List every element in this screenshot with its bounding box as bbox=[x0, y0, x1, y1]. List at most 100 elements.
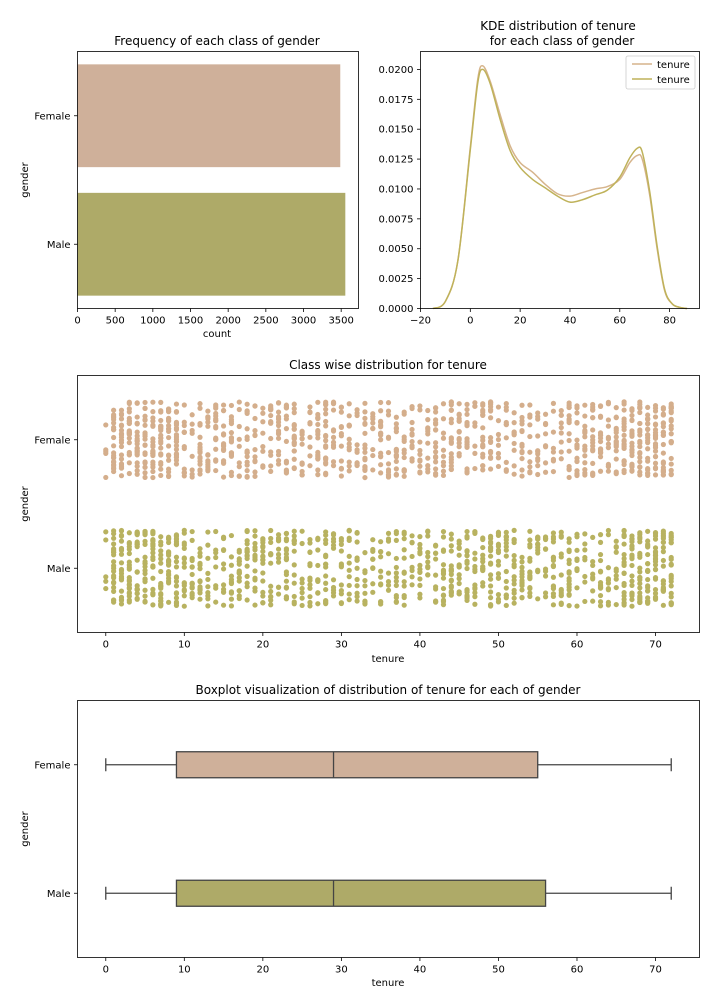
strip-point-male bbox=[503, 568, 509, 575]
strip-point-female bbox=[590, 415, 596, 421]
strip-point-male bbox=[111, 563, 117, 569]
strip-point-female bbox=[629, 406, 635, 412]
strip-point-female bbox=[205, 452, 211, 458]
strip-point-male bbox=[558, 533, 564, 539]
strip-point-female bbox=[660, 432, 666, 439]
strip-point-male bbox=[645, 561, 651, 567]
strip-point-female bbox=[275, 457, 282, 464]
strip-point-female bbox=[425, 466, 431, 472]
strip-point-male bbox=[260, 537, 266, 543]
strip-point-female bbox=[440, 416, 447, 422]
strip-point-male bbox=[275, 551, 282, 558]
strip-point-female bbox=[550, 400, 557, 406]
strip-point-male bbox=[668, 583, 674, 589]
strip-point-female bbox=[480, 402, 486, 409]
strip-point-female bbox=[220, 423, 227, 429]
strip-point-female bbox=[150, 436, 156, 442]
strip-point-male bbox=[126, 597, 132, 603]
strip-point-female bbox=[535, 471, 541, 478]
strip-point-female bbox=[205, 419, 211, 425]
strip-point-female bbox=[275, 409, 282, 415]
strip-point-male bbox=[126, 562, 132, 568]
strip-point-male bbox=[487, 595, 494, 601]
strip-point-female bbox=[401, 409, 407, 415]
strip-point-male bbox=[142, 554, 148, 560]
box-xtick-label: 40 bbox=[414, 965, 427, 976]
strip-point-male bbox=[236, 595, 242, 602]
strip-point-female bbox=[189, 453, 195, 459]
strip-point-male bbox=[283, 584, 290, 590]
strip-point-female bbox=[433, 470, 439, 477]
strip-point-female bbox=[519, 414, 525, 421]
strip-point-male bbox=[542, 590, 549, 596]
strip-point-male bbox=[283, 557, 290, 563]
strip-point-male bbox=[181, 603, 187, 609]
strip-point-female bbox=[558, 424, 564, 431]
strip-point-male bbox=[621, 602, 627, 608]
strip-point-male bbox=[472, 590, 478, 596]
strip-point-male bbox=[189, 590, 195, 596]
strip-point-male bbox=[495, 541, 502, 547]
strip-point-male bbox=[205, 584, 211, 590]
strip-point-female bbox=[323, 399, 329, 405]
strip-point-male bbox=[535, 567, 541, 573]
strip-point-male bbox=[158, 560, 164, 566]
bar-xtick-label: 0 bbox=[74, 316, 80, 327]
strip-point-female bbox=[378, 462, 384, 468]
strip-point-female bbox=[150, 464, 156, 470]
strip-point-female bbox=[385, 449, 392, 456]
strip-point-male bbox=[582, 579, 588, 585]
strip-point-female bbox=[605, 468, 611, 474]
strip-point-female bbox=[495, 450, 502, 457]
strip-point-male bbox=[268, 583, 274, 589]
strip-point-male bbox=[637, 599, 643, 606]
strip-point-female bbox=[260, 405, 266, 411]
strip-point-female bbox=[487, 435, 494, 441]
strip-point-female bbox=[181, 466, 187, 472]
strip-point-female bbox=[550, 449, 557, 455]
strip-point-male bbox=[590, 598, 596, 604]
strip-point-male bbox=[660, 563, 666, 569]
strip-point-female bbox=[228, 430, 235, 436]
strip-point-male bbox=[346, 527, 352, 534]
strip-point-male bbox=[425, 559, 431, 565]
strip-point-female bbox=[645, 432, 651, 439]
strip-point-female bbox=[574, 458, 580, 465]
strip-point-male bbox=[605, 576, 611, 582]
strip-point-male bbox=[503, 540, 509, 546]
strip-point-female bbox=[307, 463, 313, 469]
strip-point-male bbox=[456, 545, 462, 551]
strip-point-male bbox=[268, 588, 274, 595]
strip-point-male bbox=[425, 554, 431, 560]
kde-legend-label-2: tenure bbox=[657, 75, 690, 86]
strip-point-male bbox=[103, 585, 109, 592]
strip-point-female bbox=[480, 437, 486, 443]
strip-point-female bbox=[637, 454, 643, 461]
strip-point-female bbox=[158, 459, 164, 466]
strip-point-male bbox=[260, 599, 266, 606]
strip-point-female bbox=[652, 427, 659, 433]
strip-point-male bbox=[330, 536, 337, 542]
strip-point-male bbox=[158, 580, 164, 587]
strip-point-female bbox=[370, 420, 376, 426]
box-xtick-label: 50 bbox=[492, 965, 505, 976]
strip-point-female bbox=[307, 409, 313, 416]
strip-point-male bbox=[205, 576, 211, 583]
strip-point-female bbox=[597, 403, 604, 409]
strip-point-male bbox=[621, 533, 627, 539]
strip-point-male bbox=[668, 532, 674, 538]
strip-point-male bbox=[535, 541, 541, 548]
strip-point-female bbox=[597, 454, 604, 460]
strip-point-female bbox=[495, 431, 502, 438]
strip-point-male bbox=[362, 568, 368, 574]
strip-point-male bbox=[393, 582, 399, 589]
strip-point-female bbox=[660, 468, 666, 474]
strip-point-male bbox=[409, 533, 415, 539]
strip-point-male bbox=[181, 555, 187, 561]
strip-chart-frame bbox=[77, 375, 700, 633]
strip-point-female bbox=[668, 426, 674, 432]
strip-point-male bbox=[511, 564, 517, 570]
strip-point-male bbox=[527, 542, 533, 548]
strip-point-male bbox=[378, 549, 384, 555]
